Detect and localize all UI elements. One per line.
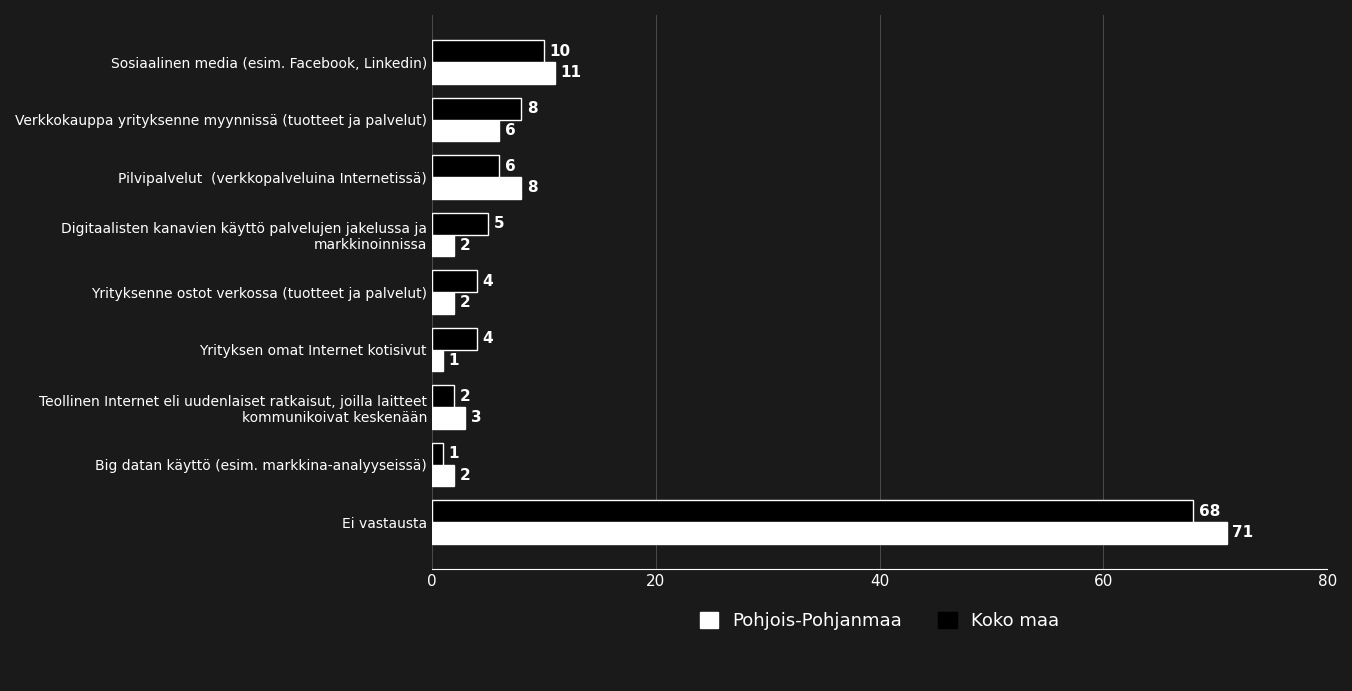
Text: 1: 1 [449, 446, 460, 461]
Text: 6: 6 [504, 159, 515, 173]
Bar [431, 500, 1192, 522]
Text: 68: 68 [1199, 504, 1220, 519]
Bar [431, 120, 499, 142]
Text: 8: 8 [527, 101, 538, 116]
Legend: Pohjois-Pohjanmaa, Koko maa: Pohjois-Pohjanmaa, Koko maa [694, 605, 1067, 638]
Text: 2: 2 [460, 296, 470, 310]
Bar [431, 62, 554, 84]
Bar [431, 40, 544, 62]
Text: 1: 1 [449, 353, 460, 368]
Text: 71: 71 [1232, 525, 1253, 540]
Bar [431, 407, 465, 429]
Bar [431, 328, 477, 350]
Bar [431, 213, 488, 234]
Bar [431, 97, 522, 120]
Text: 3: 3 [470, 410, 481, 426]
Bar [431, 177, 522, 199]
Text: 2: 2 [460, 238, 470, 253]
Bar [431, 270, 477, 292]
Bar [431, 155, 499, 177]
Bar [431, 443, 443, 464]
Text: 4: 4 [483, 331, 493, 346]
Text: 5: 5 [493, 216, 504, 231]
Bar [431, 234, 454, 256]
Bar [431, 385, 454, 407]
Bar [431, 292, 454, 314]
Text: 4: 4 [483, 274, 493, 289]
Bar [431, 522, 1226, 544]
Bar [431, 464, 454, 486]
Text: 10: 10 [549, 44, 571, 59]
Text: 2: 2 [460, 468, 470, 483]
Bar [431, 350, 443, 371]
Text: 6: 6 [504, 123, 515, 138]
Text: 11: 11 [561, 66, 581, 80]
Text: 2: 2 [460, 388, 470, 404]
Text: 8: 8 [527, 180, 538, 196]
